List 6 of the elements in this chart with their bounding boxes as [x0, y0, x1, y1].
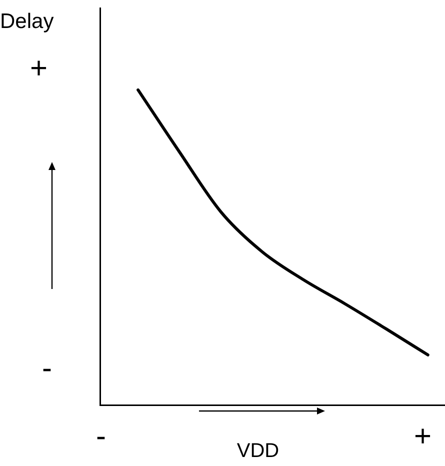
x-axis-title: VDD — [236, 440, 280, 463]
text: - — [96, 420, 106, 454]
text: - — [42, 352, 52, 386]
text: + — [30, 52, 48, 86]
y-axis-title: Delay — [0, 10, 54, 34]
text: + — [414, 420, 432, 454]
